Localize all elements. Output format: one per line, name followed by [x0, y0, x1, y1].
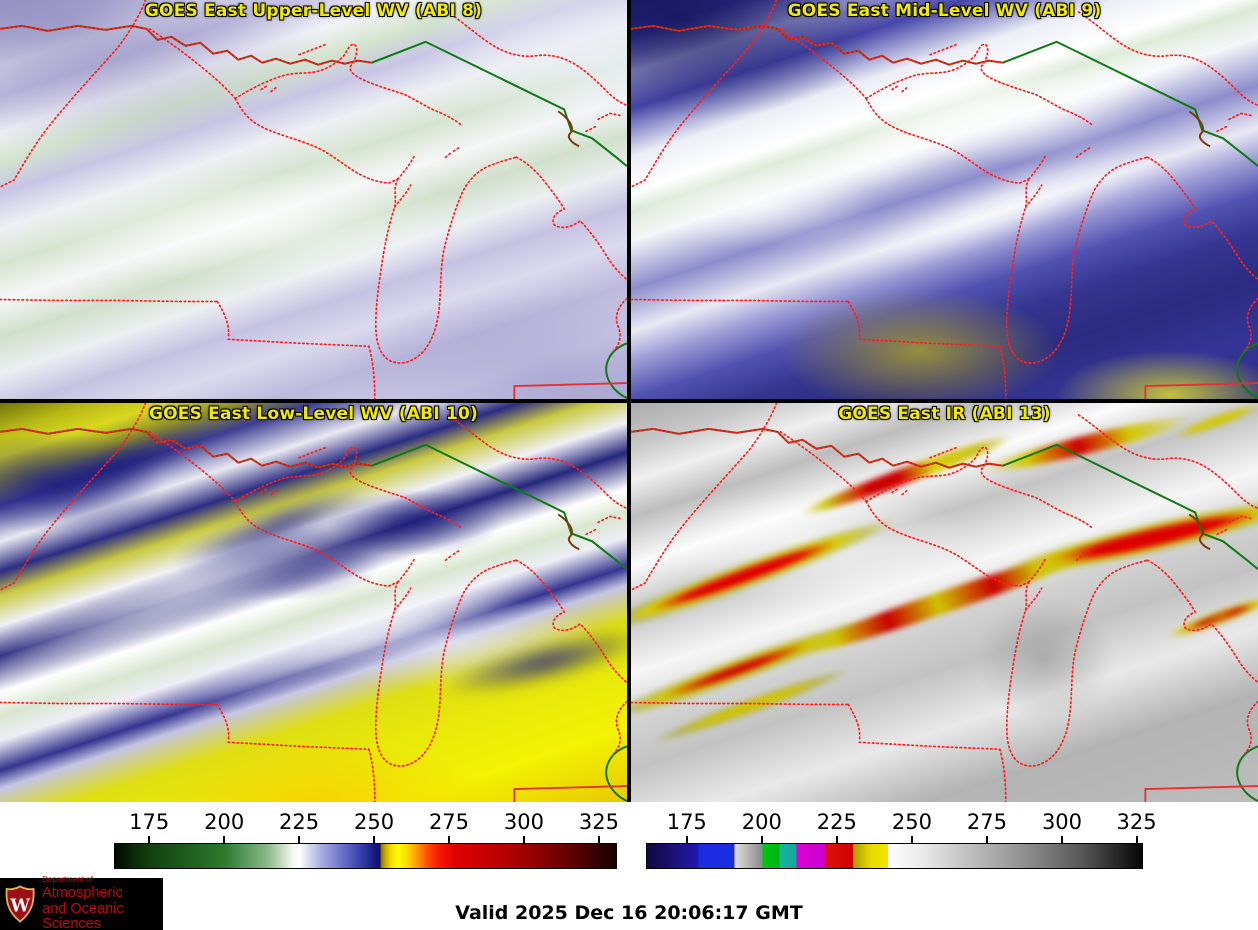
colorbar-tick-label: 200	[204, 810, 245, 834]
colorbar-ir: 175 200 225 250 275 300 325	[646, 810, 1157, 874]
colorbar-tick-label: 325	[578, 810, 619, 834]
uw-crest-icon: W	[5, 885, 35, 923]
colorbar-ir-gradient	[646, 843, 1143, 869]
panel-title-abi8: GOES East Upper-Level WV (ABI 8)	[144, 1, 483, 21]
colorbar-tick-label: 175	[666, 810, 707, 834]
panel-title-abi10: GOES East Low-Level WV (ABI 10)	[148, 404, 478, 424]
panel-mid-level-wv: GOES East Mid-Level WV (ABI 9)	[631, 0, 1258, 399]
footer: W Department of Atmospheric and Oceanic …	[0, 874, 1258, 930]
colorbar-tick-label: 300	[1041, 810, 1083, 834]
state-boundary-overlay	[631, 403, 1258, 802]
colorbar-ir-tick-labels: 175 200 225 250 275 300 325	[646, 810, 1157, 836]
logo-name-line2: and Oceanic Sciences	[42, 900, 124, 930]
logo-text: Department of Atmospheric and Oceanic Sc…	[42, 874, 163, 930]
logo-name-line1: Atmospheric	[42, 885, 123, 902]
satellite-image-abi8	[0, 0, 627, 399]
colorbar-wv-tick-labels: 175 200 225 250 275 300 325	[114, 810, 619, 836]
colorbar-wv: 175 200 225 250 275 300 325	[114, 810, 619, 874]
satellite-panel-grid: GOES East Upper-Level WV (ABI 8) GOES Ea…	[0, 0, 1258, 802]
colorbar-tick-label: 225	[816, 810, 857, 834]
colorbar-tick-label: 200	[741, 810, 782, 834]
colorbar-tick-label: 325	[1116, 810, 1157, 834]
colorbar-ir-tickmarks	[646, 836, 1143, 843]
colorbar-tick-label: 250	[891, 810, 932, 834]
state-boundary-overlay	[0, 403, 627, 802]
colorbar-tick-label: 300	[503, 810, 544, 834]
colorbar-wv-tickmarks	[114, 836, 617, 843]
valid-timestamp: Valid 2025 Dec 16 20:06:17 GMT	[455, 902, 803, 924]
state-boundary-overlay	[631, 0, 1258, 399]
panel-low-level-wv: GOES East Low-Level WV (ABI 10)	[0, 403, 627, 802]
colorbar-tick-label: 275	[428, 810, 470, 834]
panel-upper-level-wv: GOES East Upper-Level WV (ABI 8)	[0, 0, 627, 399]
logo-dept-line: Department of	[42, 874, 93, 884]
crest-monogram: W	[9, 896, 30, 917]
panel-title-abi13: GOES East IR (ABI 13)	[838, 404, 1051, 424]
colorbar-tick-label: 275	[966, 810, 1007, 834]
colorbar-wv-gradient	[114, 843, 617, 869]
panel-ir: GOES East IR (ABI 13)	[631, 403, 1258, 802]
panel-title-abi9: GOES East Mid-Level WV (ABI 9)	[787, 1, 1102, 21]
state-boundary-overlay	[0, 0, 627, 399]
colorbar-legend-row: 175 200 225 250 275 300 325 175 200 225 …	[0, 802, 1258, 878]
colorbar-tick-label: 175	[129, 810, 170, 834]
colorbar-tick-label: 250	[354, 810, 395, 834]
colorbar-tick-label: 225	[279, 810, 320, 834]
uw-aos-logo: W Department of Atmospheric and Oceanic …	[0, 874, 163, 930]
